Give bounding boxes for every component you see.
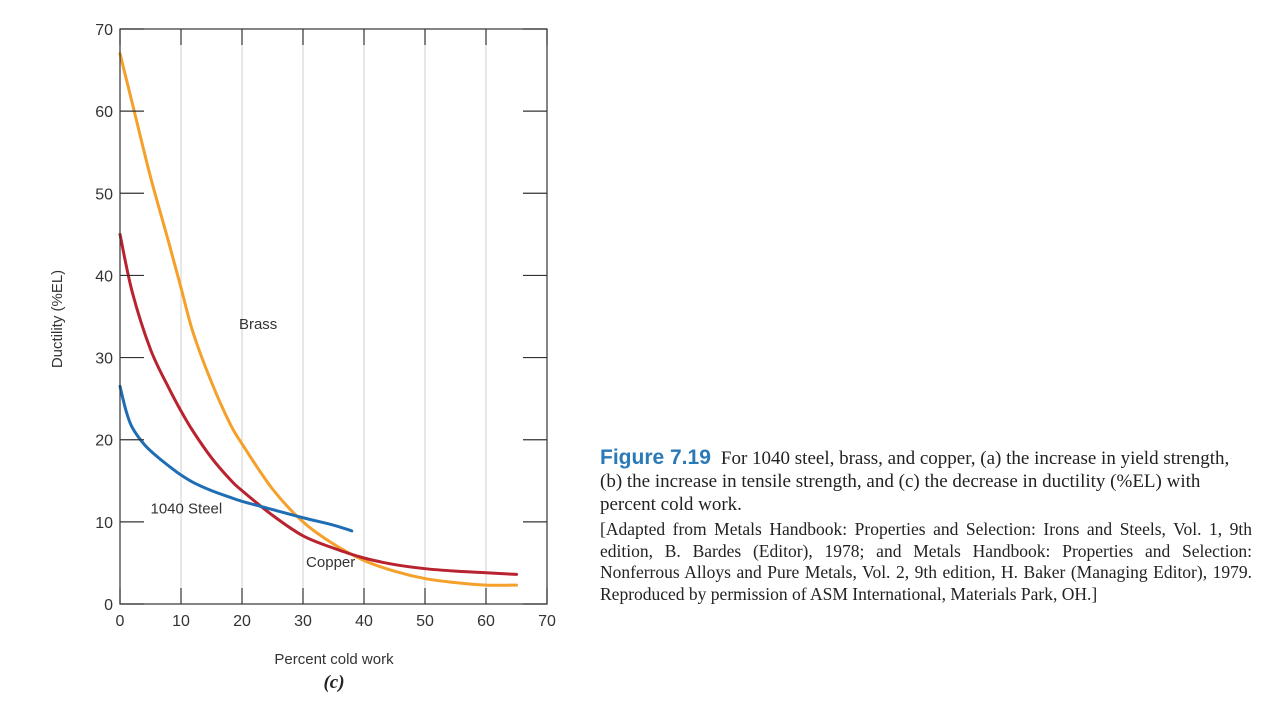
- y-tick-labels: 0 10 20 30 40 50 60 70: [95, 22, 113, 614]
- x-axis-title: Percent cold work: [274, 651, 394, 668]
- caption-main: Figure 7.19 For 1040 steel, brass, and co…: [600, 446, 1252, 516]
- series-line-1040-steel: [118, 384, 354, 533]
- figure-number: Figure 7.19: [600, 446, 711, 469]
- x-tick-label: 0: [116, 613, 125, 630]
- y-tick-label: 20: [95, 433, 113, 450]
- caption-text: For 1040 steel, brass, and copper, (a) t…: [600, 448, 1230, 515]
- x-tick-label: 40: [355, 613, 373, 630]
- series-lines: [118, 52, 518, 587]
- y-tick-label: 70: [95, 22, 113, 39]
- series-label-1040-steel: 1040 Steel: [151, 501, 223, 518]
- chart-sublabel: (c): [323, 672, 344, 693]
- series-line-copper: [118, 232, 518, 576]
- ductility-chart: 0 10 20 30 40 50 60 70 0 10 20 30 40 50 60 70 Brass Cop…: [49, 22, 556, 693]
- series-label-copper: Copper: [306, 554, 355, 571]
- y-tick-label: 10: [95, 515, 113, 532]
- y-tick-label: 50: [95, 186, 113, 203]
- figure-caption: Figure 7.19 For 1040 steel, brass, and co…: [600, 446, 1252, 605]
- grid-lines: [180, 29, 487, 604]
- x-tick-label: 20: [233, 613, 251, 630]
- x-tick-label: 70: [538, 613, 556, 630]
- series-line-brass: [118, 52, 518, 587]
- x-tick-label: 30: [294, 613, 312, 630]
- x-tick-label: 10: [172, 613, 190, 630]
- caption-source: [Adapted from Metals Handbook: Propertie…: [600, 519, 1252, 604]
- tick-marks: [119, 28, 548, 605]
- y-tick-label: 60: [95, 104, 113, 121]
- y-axis-title: Ductility (%EL): [49, 270, 66, 368]
- series-labels: Brass Copper 1040 Steel: [151, 316, 356, 571]
- y-tick-label: 30: [95, 351, 113, 368]
- x-tick-label: 60: [477, 613, 495, 630]
- series-label-brass: Brass: [239, 316, 277, 333]
- x-tick-labels: 0 10 20 30 40 50 60 70: [116, 613, 556, 630]
- x-tick-label: 50: [416, 613, 434, 630]
- plot-frame: [119, 28, 548, 605]
- y-tick-label: 40: [95, 268, 113, 285]
- y-tick-label: 0: [104, 597, 113, 614]
